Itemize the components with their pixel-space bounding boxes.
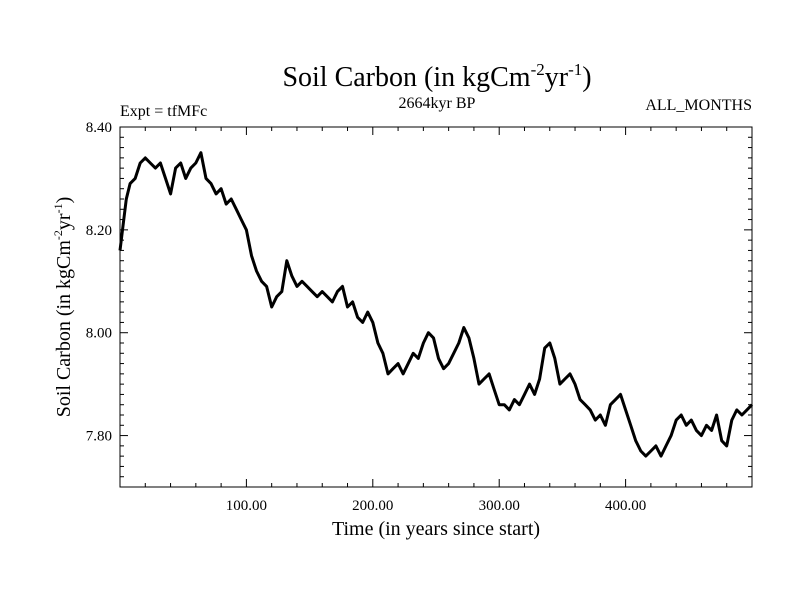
chart-title: Soil Carbon (in kgCm-2yr-1) xyxy=(282,60,591,93)
ylabel-end: ) xyxy=(53,197,75,204)
series-layer xyxy=(118,151,754,458)
x-tick-label: 100.00 xyxy=(226,498,267,514)
ylabel-sup2: -1 xyxy=(51,203,65,213)
title-main: Soil Carbon (in kgCm xyxy=(282,62,530,93)
x-tick-label: 200.00 xyxy=(352,498,393,514)
title-end: ) xyxy=(582,62,591,93)
y-tick-label: 8.20 xyxy=(86,223,112,239)
months-label: ALL_MONTHS xyxy=(645,97,752,114)
period-label: 2664kyr BP xyxy=(399,95,476,112)
series-line xyxy=(118,151,754,458)
minor-ticks xyxy=(120,127,752,488)
y-tick-label: 7.80 xyxy=(86,429,112,445)
ylabel-main: Soil Carbon (in kgCm xyxy=(53,240,75,418)
x-axis-label: Time (in years since start) xyxy=(332,518,540,540)
x-tick-label: 300.00 xyxy=(479,498,520,514)
experiment-label: Expt = tfMFc xyxy=(120,103,207,120)
plot-frame xyxy=(119,126,753,488)
y-tick-label: 8.40 xyxy=(86,120,112,136)
y-axis: 8.40 8.20 8.00 7.80 xyxy=(86,120,752,445)
y-tick-label: 8.00 xyxy=(86,326,112,342)
title-mid: yr xyxy=(545,62,569,93)
ylabel-sup1: -2 xyxy=(51,230,65,240)
title-sup2: -1 xyxy=(568,60,582,79)
x-axis: 100.00 200.00 300.00 400.00 xyxy=(226,127,646,514)
x-tick-label: 400.00 xyxy=(605,498,646,514)
y-axis-label: Soil Carbon (in kgCm-2yr-1) xyxy=(51,197,75,418)
title-sup1: -2 xyxy=(531,60,545,79)
ylabel-mid: yr xyxy=(53,213,75,230)
